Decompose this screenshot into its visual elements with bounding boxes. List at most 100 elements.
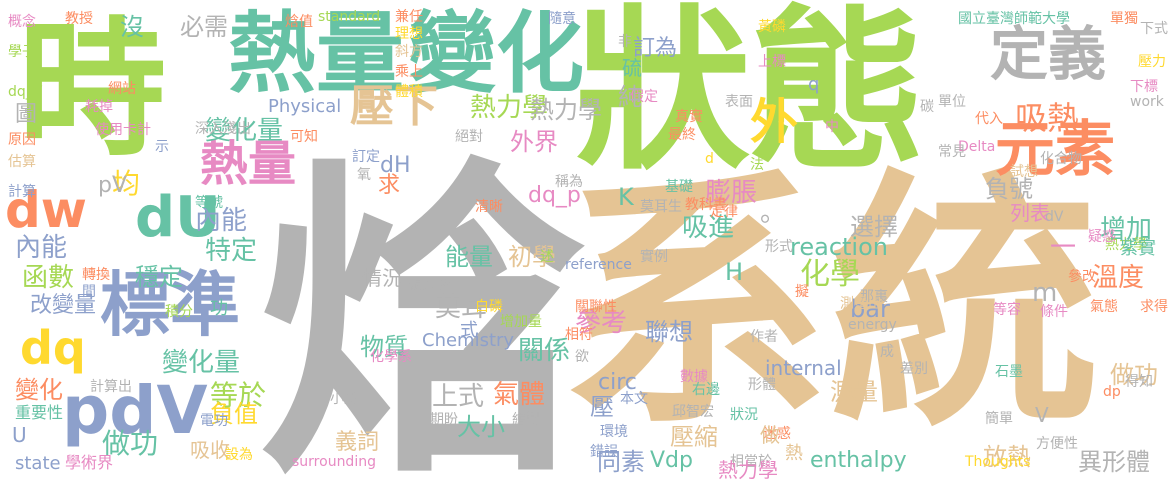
cloud-word: 氣態	[1090, 299, 1118, 315]
cloud-word: 教授	[65, 11, 93, 27]
cloud-word: 相當於	[730, 454, 772, 470]
cloud-word: 參考	[575, 308, 628, 338]
cloud-word: 數據	[680, 369, 708, 385]
cloud-word: 初學	[508, 243, 556, 271]
cloud-word: 耗掉	[85, 99, 113, 115]
cloud-word: 特定	[205, 236, 258, 266]
cloud-word: dU	[135, 185, 221, 250]
cloud-word: 訂為	[633, 36, 678, 61]
cloud-word: 重要性	[15, 403, 64, 422]
cloud-word: 上標	[758, 54, 786, 70]
cloud-word: 定律	[710, 204, 738, 220]
cloud-word: d	[705, 151, 714, 167]
cloud-word: 欲	[575, 349, 589, 365]
cloud-word: reaction	[790, 233, 888, 261]
cloud-word: 成	[880, 344, 894, 360]
cloud-word: 形體	[748, 377, 776, 393]
cloud-word: 異形體	[1078, 448, 1150, 476]
cloud-word: 純	[618, 83, 642, 111]
cloud-word: 那裏	[860, 289, 888, 305]
cloud-word: Delta	[958, 139, 996, 155]
cloud-word: 等號	[195, 195, 223, 211]
cloud-word: Vdp	[650, 448, 693, 473]
cloud-word: 均	[112, 167, 141, 200]
cloud-word: 可知	[290, 129, 318, 145]
cloud-word: circ	[598, 370, 637, 395]
cloud-word: 吸收	[190, 438, 230, 462]
cloud-word: pV	[98, 173, 128, 198]
cloud-word: 增加	[1100, 215, 1153, 245]
cloud-word: pdV	[62, 372, 208, 449]
cloud-word: state	[15, 453, 61, 474]
cloud-word: 兼任	[395, 9, 423, 25]
cloud-word: 計算	[8, 184, 36, 200]
cloud-word: dp	[1103, 384, 1121, 400]
cloud-word: 下標	[1130, 79, 1158, 95]
cloud-word: 圖	[15, 102, 38, 127]
cloud-word: 內能	[195, 206, 248, 236]
cloud-word: 簡單	[985, 411, 1013, 427]
cloud-word: enthalpy	[810, 448, 907, 473]
cloud-word: 斜方	[395, 44, 423, 60]
cloud-word: 列表	[1010, 201, 1050, 225]
cloud-word: 狀況	[730, 407, 758, 423]
cloud-word: 積分	[165, 304, 193, 320]
cloud-word: bar	[850, 295, 890, 323]
cloud-word: 電功	[200, 413, 228, 429]
cloud-word: 外界	[510, 128, 558, 156]
cloud-word: 非	[618, 34, 632, 50]
cloud-word: 邱智宏	[672, 404, 714, 420]
cloud-word: 同素	[597, 448, 645, 476]
cloud-word: 函數	[22, 263, 75, 293]
cloud-word: dH	[380, 153, 411, 178]
cloud-word: Physical	[268, 96, 342, 117]
cloud-word: 等容	[993, 302, 1021, 318]
cloud-word: 表面	[725, 94, 753, 110]
cloud-word: 本文	[620, 391, 648, 407]
cloud-word: 化學	[800, 257, 860, 292]
cloud-word: 法	[750, 157, 764, 173]
cloud-word: 負值	[210, 400, 258, 428]
cloud-word: 方便性	[1036, 436, 1078, 452]
cloud-word: 氧	[357, 167, 371, 183]
cloud-word: 概念	[8, 14, 36, 30]
cloud-word: 述	[540, 249, 554, 265]
cloud-word: 熱力學	[530, 96, 602, 124]
cloud-word: 磷	[843, 387, 857, 403]
cloud-word: 上式	[432, 382, 485, 412]
cloud-word: 熱	[785, 443, 803, 464]
cloud-word: standard	[318, 9, 381, 25]
cloud-word: 試想	[1010, 164, 1038, 180]
cloud-word: 設為	[225, 447, 253, 463]
cloud-word: 熱力學	[718, 458, 778, 482]
cloud-word: 焓值	[285, 14, 313, 30]
cloud-word: 做功	[102, 427, 159, 460]
cloud-word: H	[725, 258, 744, 286]
cloud-word: 估算	[8, 154, 36, 170]
cloud-word: 紫實	[1120, 238, 1156, 259]
cloud-word: Thoughts	[965, 454, 1031, 470]
cloud-word: dq_V	[8, 84, 43, 100]
cloud-word: dw	[5, 181, 87, 239]
cloud-word: 必需	[180, 13, 228, 41]
cloud-word: 黃磷	[758, 19, 786, 35]
cloud-word: 變化	[408, 2, 585, 105]
cloud-word: 參改	[1068, 269, 1096, 285]
cloud-word: 測量	[830, 378, 878, 406]
cloud-word: 差別	[900, 361, 928, 377]
cloud-word: 時	[18, 4, 166, 176]
cloud-word: 熱量	[228, 2, 405, 105]
cloud-word: 單獨	[1110, 11, 1138, 27]
cloud-word: 聯想	[645, 318, 693, 346]
cloud-word: 氣體	[493, 380, 546, 410]
cloud-word: 義詞	[335, 430, 380, 455]
cloud-word: 隨意	[548, 11, 576, 27]
cloud-word: 右邊	[692, 382, 720, 398]
cloud-word: 。	[760, 198, 787, 228]
cloud-word: 大小	[457, 413, 505, 441]
cloud-word: 原因	[8, 132, 36, 148]
cloud-word: 負號	[985, 175, 1033, 203]
cloud-word: 定義	[990, 20, 1107, 88]
cloud-word: dV	[1045, 209, 1064, 225]
